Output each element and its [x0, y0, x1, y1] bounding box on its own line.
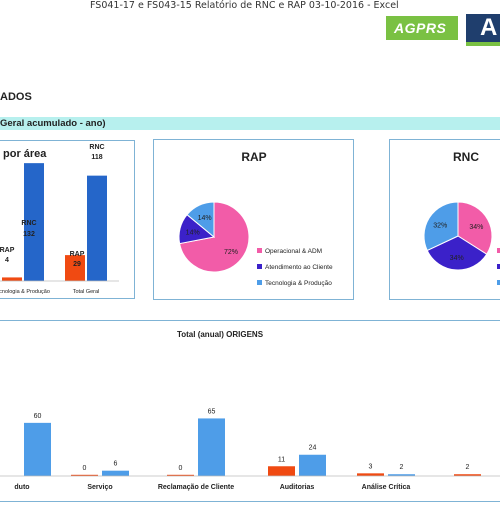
- brand-logo: A: [466, 14, 500, 42]
- data-label: 132: [23, 231, 35, 238]
- bar-first: [454, 474, 481, 476]
- category-label: Total Geral: [73, 289, 100, 295]
- area-chart-box[interactable]: por área ecnologia & Produção Total Geral R…: [0, 140, 135, 299]
- legend-swatch: [497, 248, 500, 253]
- data-label: 60: [34, 413, 42, 420]
- bar-rap: [65, 255, 85, 281]
- bar-second: [198, 418, 225, 476]
- chart-title: RAP: [241, 150, 266, 164]
- origins-bar-chart: Total (anual) ORIGENS 60 duto 0 6 Serviço 0 65 R…: [0, 330, 500, 491]
- slice-label: 14%: [198, 215, 212, 222]
- legend-swatch: [257, 248, 262, 253]
- bar-rnc: [87, 175, 107, 281]
- window-title: FS041-17 e FS043-15 Relatório de RNC e R…: [90, 0, 399, 11]
- brand-logo-bar: [466, 42, 500, 46]
- category-label: Reclamação de Cliente: [158, 484, 234, 491]
- chart-title: Total (anual) ORIGENS: [177, 330, 264, 339]
- pie-slice: [423, 201, 459, 252]
- data-label: 4: [5, 257, 9, 264]
- agprs-logo: AGPRS: [386, 16, 458, 40]
- rnc-chart-box[interactable]: RNC 34% 34% 32%: [389, 139, 500, 300]
- chart-title: RNC: [453, 150, 479, 164]
- category-label: ecnologia & Produção: [0, 289, 50, 295]
- rap-chart-box[interactable]: RAP 72% 14% 14% Operacional & ADM Atendimento…: [153, 139, 354, 300]
- data-label: 118: [91, 154, 102, 161]
- slice-label: 34%: [469, 224, 483, 231]
- legend-swatch: [257, 280, 262, 285]
- rap-pie-chart: RAP 72% 14% 14% Operacional & ADM Atendimento…: [178, 150, 333, 287]
- pie-slice: [426, 235, 488, 271]
- legend-swatch: [497, 264, 500, 269]
- data-label: RNC: [21, 220, 36, 227]
- category-label: Serviço: [87, 484, 112, 491]
- data-label: 0: [83, 465, 87, 472]
- legend-swatch: [257, 264, 262, 269]
- slice-label: 32%: [433, 223, 447, 230]
- bar-first: [357, 473, 384, 476]
- slice-label: 34%: [450, 255, 464, 262]
- pie-slice: [186, 201, 215, 239]
- bar-second: [299, 454, 326, 476]
- bar-first: [268, 466, 295, 476]
- bar-first: [167, 474, 194, 476]
- data-label: RNC: [89, 144, 104, 151]
- page-heading: ADOS: [0, 91, 32, 103]
- data-label: 29: [73, 261, 81, 268]
- legend-swatch: [497, 280, 500, 285]
- legend-label: Operacional & ADM: [265, 248, 322, 255]
- section-label: Geral acumulado - ano): [0, 118, 106, 129]
- data-label: 2: [466, 464, 470, 471]
- legend-label: Tecnologia & Produção: [265, 280, 332, 287]
- bar-first: [71, 474, 98, 476]
- legend-label: Atendimento ao Cliente: [265, 264, 333, 271]
- data-label: RAP: [0, 247, 15, 254]
- data-label: 3: [369, 463, 373, 470]
- data-label: 11: [278, 456, 285, 463]
- section-bar: [0, 117, 500, 130]
- data-label: 24: [309, 445, 317, 452]
- chart-title: por área: [3, 148, 47, 160]
- title-bar: FS041-17 e FS043-15 Relatório de RNC e R…: [0, 0, 500, 14]
- area-bar-chart: por área ecnologia & Produção Total Geral R…: [0, 144, 119, 295]
- origins-chart-box[interactable]: Total (anual) ORIGENS 60 duto 0 6 Serviço 0 65 R…: [0, 320, 500, 502]
- bar-rnc: [24, 163, 44, 281]
- data-label: 6: [114, 461, 118, 468]
- bar-second: [24, 422, 51, 476]
- data-label: 65: [208, 408, 216, 415]
- bar-second: [388, 474, 415, 476]
- category-label: Análise Crítica: [362, 484, 411, 491]
- category-label: Auditorias: [280, 484, 315, 491]
- category-label: duto: [14, 484, 29, 491]
- slice-label: 14%: [186, 230, 200, 237]
- bar-second: [102, 470, 129, 476]
- slice-label: 72%: [224, 249, 238, 256]
- data-label: RAP: [70, 251, 85, 258]
- bar-rap: [2, 277, 22, 281]
- data-label: 0: [179, 465, 183, 472]
- rnc-pie-chart: RNC 34% 34% 32%: [423, 150, 500, 285]
- data-label: 2: [400, 464, 404, 471]
